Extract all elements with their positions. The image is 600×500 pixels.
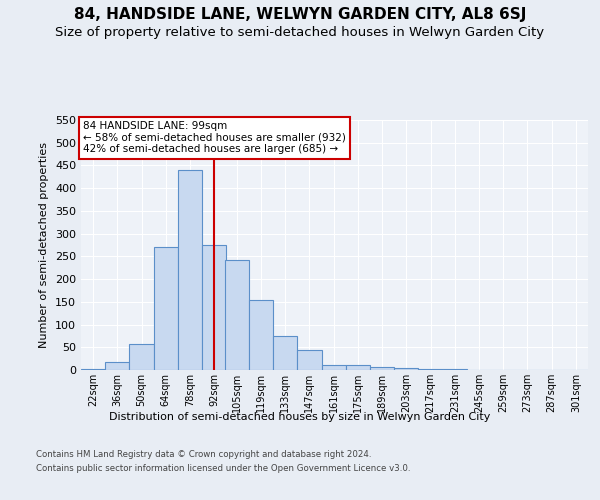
Bar — [322, 364, 346, 370]
Text: Contains public sector information licensed under the Open Government Licence v3: Contains public sector information licen… — [36, 464, 410, 473]
Bar — [224, 260, 249, 370]
Bar — [130, 344, 154, 370]
Text: 84, HANDSIDE LANE, WELWYN GARDEN CITY, AL8 6SJ: 84, HANDSIDE LANE, WELWYN GARDEN CITY, A… — [74, 8, 526, 22]
Bar — [154, 248, 178, 370]
Bar — [443, 369, 467, 370]
Bar — [178, 170, 202, 370]
Bar — [249, 300, 273, 370]
Text: Size of property relative to semi-detached houses in Welwyn Garden City: Size of property relative to semi-detach… — [55, 26, 545, 39]
Text: Contains HM Land Registry data © Crown copyright and database right 2024.: Contains HM Land Registry data © Crown c… — [36, 450, 371, 459]
Bar — [273, 336, 297, 370]
Text: Distribution of semi-detached houses by size in Welwyn Garden City: Distribution of semi-detached houses by … — [109, 412, 491, 422]
Bar — [105, 362, 130, 370]
Text: 84 HANDSIDE LANE: 99sqm
← 58% of semi-detached houses are smaller (932)
42% of s: 84 HANDSIDE LANE: 99sqm ← 58% of semi-de… — [83, 121, 346, 154]
Bar — [202, 245, 226, 370]
Bar — [370, 367, 394, 370]
Bar — [418, 369, 443, 370]
Bar — [81, 368, 105, 370]
Y-axis label: Number of semi-detached properties: Number of semi-detached properties — [40, 142, 49, 348]
Bar — [346, 366, 370, 370]
Bar — [297, 350, 322, 370]
Bar — [394, 368, 418, 370]
